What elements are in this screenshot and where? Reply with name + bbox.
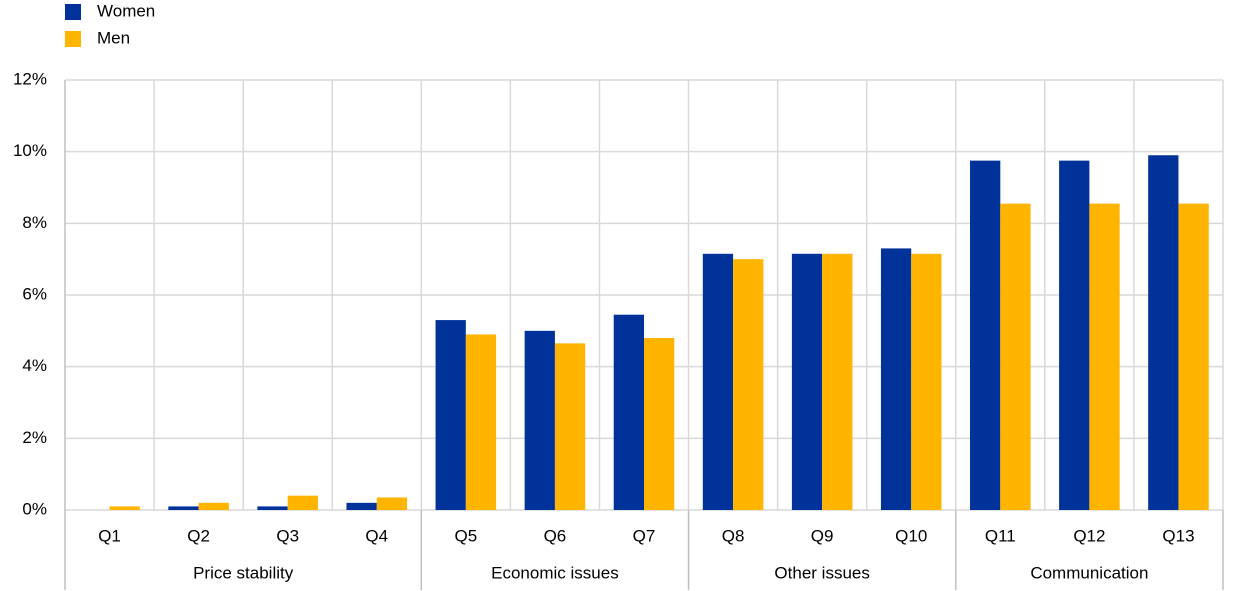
x-tick-label: Q6: [544, 526, 567, 545]
bar: [613, 314, 644, 510]
bar: [435, 320, 466, 510]
bar: [1059, 160, 1090, 510]
x-tick-label: Q9: [811, 526, 834, 545]
x-tick-label: Q10: [895, 526, 927, 545]
legend-swatch: [65, 31, 81, 47]
bar: [791, 253, 823, 510]
x-tick-label: Q5: [455, 526, 478, 545]
legend-swatch: [65, 4, 81, 20]
x-tick-label: Q12: [1073, 526, 1105, 545]
x-tick-label: Q1: [98, 526, 121, 545]
bar: [1148, 155, 1179, 510]
x-tick-label: Q4: [365, 526, 388, 545]
bar: [1178, 203, 1209, 510]
bar: [1089, 203, 1120, 510]
bar: [822, 253, 853, 510]
bar: [465, 334, 497, 510]
bar: [702, 253, 734, 510]
bar: [1000, 203, 1031, 510]
legend-label: Men: [97, 28, 130, 47]
bar: [346, 502, 377, 510]
bar: [376, 497, 408, 510]
x-tick-label: Q8: [722, 526, 745, 545]
x-tick-label: Q13: [1162, 526, 1194, 545]
group-label: Economic issues: [491, 563, 619, 582]
x-tick-label: Q7: [633, 526, 656, 545]
y-tick-label: 8%: [22, 213, 47, 232]
group-label: Communication: [1030, 563, 1148, 582]
bar: [257, 506, 288, 510]
bar: [554, 343, 586, 510]
y-tick-label: 0%: [22, 499, 47, 518]
group-label: Price stability: [193, 563, 294, 582]
bar: [168, 506, 199, 510]
x-tick-label: Q3: [276, 526, 299, 545]
bar: [880, 248, 912, 510]
y-tick-label: 6%: [22, 284, 47, 303]
bar: [644, 338, 675, 510]
bar: [198, 502, 229, 510]
group-label: Other issues: [774, 563, 869, 582]
bar: [970, 160, 1001, 510]
bar: [109, 506, 140, 510]
bar: [524, 330, 555, 510]
bar: [287, 495, 318, 510]
x-tick-label: Q2: [187, 526, 210, 545]
bar: [911, 253, 942, 510]
y-tick-label: 4%: [22, 356, 47, 375]
x-tick-label: Q11: [985, 526, 1016, 545]
y-tick-label: 10%: [13, 141, 47, 160]
bar: [733, 259, 764, 510]
y-tick-label: 12%: [13, 69, 47, 88]
y-tick-label: 2%: [22, 428, 47, 447]
legend-label: Women: [97, 1, 155, 20]
